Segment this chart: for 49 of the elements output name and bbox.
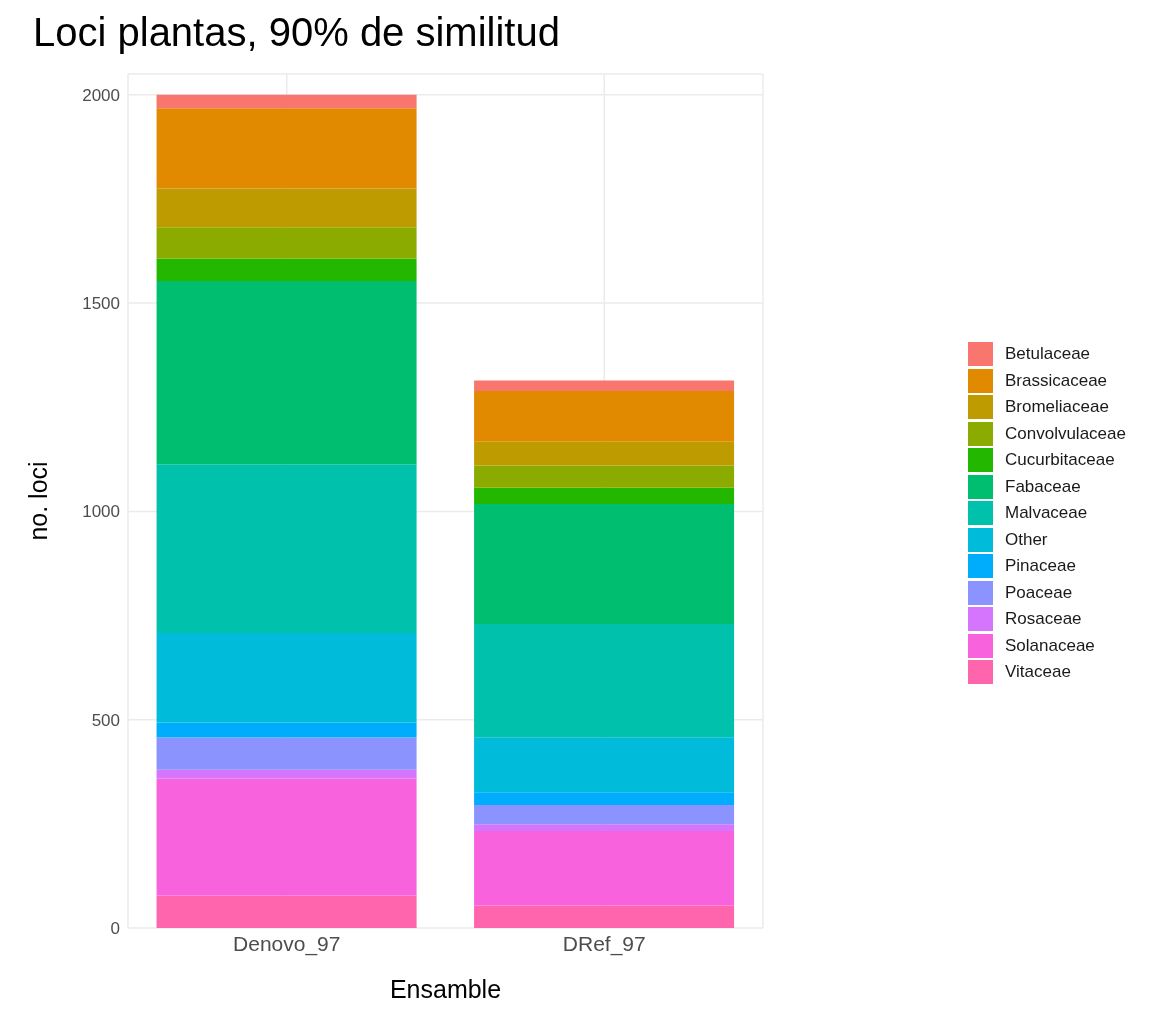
bar	[474, 623, 735, 738]
x-tick-label: Denovo_97	[233, 931, 341, 956]
legend-label: Convolvulaceae	[1005, 423, 1126, 444]
bar	[474, 487, 735, 504]
bar	[156, 108, 417, 189]
legend-label: Malvaceae	[1005, 503, 1088, 523]
bar	[474, 737, 735, 793]
legend-label: Fabaceae	[1005, 476, 1081, 497]
bar	[156, 769, 417, 779]
bar	[474, 503, 735, 624]
chart-title: Loci plantas, 90% de similitud	[33, 10, 560, 55]
bar	[156, 227, 417, 259]
legend-label: Other	[1005, 529, 1048, 550]
y-axis-title: no. loci	[23, 461, 52, 541]
legend-label: Poaceae	[1005, 582, 1073, 603]
legend-label: Cucurbitaceae	[1005, 450, 1115, 470]
bar	[156, 188, 417, 228]
bar	[156, 94, 417, 109]
bar	[156, 464, 417, 634]
y-tick-label: 500	[91, 710, 120, 730]
bar	[474, 441, 735, 466]
y-tick-label: 0	[110, 919, 120, 939]
legend-label: Bromeliaceae	[1005, 397, 1109, 417]
legend-label: Rosaceae	[1005, 609, 1082, 629]
bar	[474, 905, 735, 928]
bar	[156, 258, 417, 282]
bar	[156, 737, 417, 770]
legend-label: Solanaceae	[1005, 635, 1095, 656]
legend-label: Betulaceae	[1005, 344, 1091, 364]
bar	[156, 633, 417, 723]
bar	[474, 465, 735, 488]
y-tick-label: 1500	[82, 294, 120, 314]
bar	[474, 380, 735, 392]
legend-label: Pinaceae	[1005, 556, 1076, 576]
bar	[474, 391, 735, 442]
bar	[474, 824, 735, 831]
x-tick-label: DRef_97	[562, 931, 646, 956]
bar	[156, 778, 417, 896]
bar	[474, 805, 735, 825]
bar	[474, 792, 735, 806]
x-axis-title: Ensamble	[389, 975, 502, 1003]
y-tick-label: 2000	[82, 85, 120, 105]
y-tick-label: 1000	[82, 502, 120, 522]
bar	[156, 281, 417, 465]
bar	[156, 722, 417, 738]
legend-label: Brassicaceae	[1005, 370, 1108, 391]
legend-label: Vitaceae	[1005, 662, 1071, 682]
bar	[156, 895, 417, 928]
bar	[474, 830, 735, 906]
